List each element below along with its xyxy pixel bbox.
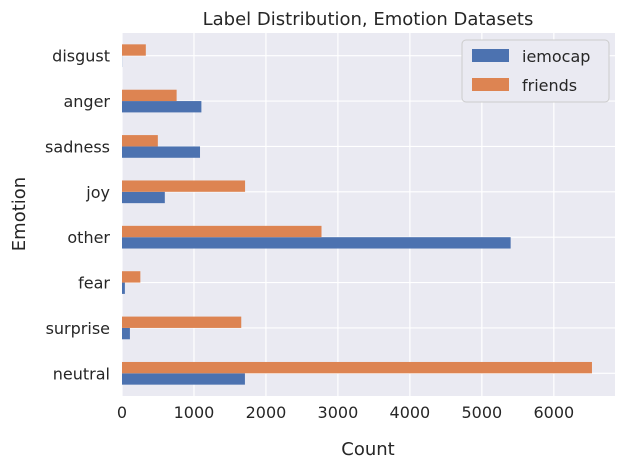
y-tick-labels: neutral surprise fear other joy sadness anger d… <box>45 47 110 384</box>
y-tick-label-sadness: sadness <box>45 137 110 156</box>
legend-swatch-iemocap <box>472 49 509 62</box>
bar-iemocap-sadness <box>122 146 201 158</box>
bar-iemocap-fear <box>122 282 125 294</box>
bar-friends-anger <box>122 89 177 102</box>
legend-label-friends: friends <box>522 76 577 95</box>
y-tick-label-surprise: surprise <box>46 319 110 338</box>
x-tick-label: 2000 <box>246 403 287 422</box>
bar-iemocap-neutral <box>122 373 245 385</box>
bar-iemocap-joy <box>122 191 165 204</box>
bar-friends-surprise <box>122 316 242 328</box>
bar-friends-sadness <box>122 135 158 147</box>
bars <box>122 44 592 385</box>
y-tick-label-neutral: neutral <box>53 364 110 383</box>
x-axis-label: Count <box>341 439 394 460</box>
y-tick-label-fear: fear <box>78 274 110 293</box>
legend: iemocap friends <box>461 39 610 103</box>
bar-friends-neutral <box>122 361 592 374</box>
y-axis-label: Emotion <box>9 177 30 251</box>
x-tick-labels: 0 1000 2000 3000 4000 5000 6000 <box>117 403 574 422</box>
x-tick-label: 0 <box>117 403 127 422</box>
y-tick-label-joy: joy <box>85 183 110 202</box>
x-tick-label: 4000 <box>390 403 431 422</box>
bar-friends-disgust <box>122 44 146 56</box>
legend-swatch-friends <box>472 78 509 91</box>
y-tick-label-other: other <box>67 228 110 247</box>
bar-iemocap-other <box>122 237 511 249</box>
x-tick-label: 3000 <box>318 403 359 422</box>
y-tick-label-anger: anger <box>63 92 110 111</box>
bar-iemocap-surprise <box>122 327 130 340</box>
chart-title: Label Distribution, Emotion Datasets <box>203 9 534 30</box>
bar-friends-fear <box>122 271 141 283</box>
x-tick-label: 1000 <box>174 403 215 422</box>
bar-friends-other <box>122 225 322 238</box>
x-tick-label: 6000 <box>533 403 574 422</box>
x-tick-label: 5000 <box>461 403 502 422</box>
bar-iemocap-anger <box>122 101 202 113</box>
legend-label-iemocap: iemocap <box>522 47 590 66</box>
bar-friends-joy <box>122 180 246 192</box>
y-tick-label-disgust: disgust <box>52 47 110 66</box>
